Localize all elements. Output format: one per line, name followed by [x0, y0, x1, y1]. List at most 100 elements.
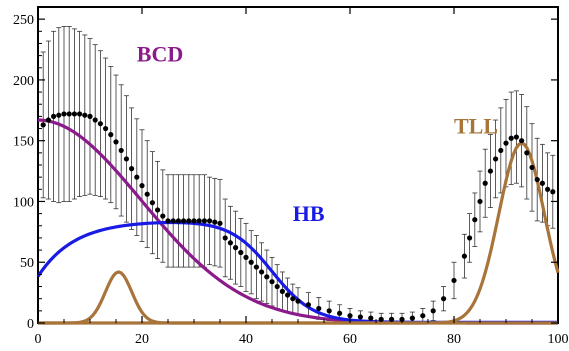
axis-ticks: 0 20 40 60 80 100 0 50 100 150 200 250 — [13, 6, 569, 347]
data-point — [347, 313, 353, 319]
data-point — [264, 274, 270, 280]
data-point — [66, 111, 72, 117]
series-labels: BCD HB TLL — [137, 42, 498, 226]
data-point — [45, 117, 52, 123]
data-point — [118, 147, 124, 154]
data-point — [534, 176, 540, 183]
data-point — [477, 198, 483, 205]
y-tick-label: 250 — [13, 13, 34, 28]
data-point — [508, 135, 514, 141]
data-point — [472, 217, 478, 223]
data-point — [56, 112, 62, 118]
data-point — [368, 315, 374, 321]
data-point — [175, 218, 181, 224]
data-points — [40, 111, 556, 322]
data-point — [160, 213, 166, 219]
data-point — [243, 254, 249, 260]
data-point — [498, 147, 504, 154]
data-point — [487, 168, 493, 174]
data-point — [40, 122, 46, 128]
data-point — [467, 235, 473, 241]
data-point — [238, 249, 244, 256]
data-point — [170, 218, 176, 224]
data-point — [212, 219, 218, 225]
x-tick-label: 60 — [343, 332, 357, 347]
data-point — [269, 279, 275, 285]
data-point — [326, 308, 332, 314]
data-point — [430, 308, 436, 314]
data-point — [420, 313, 426, 319]
data-point — [337, 310, 343, 316]
data-point — [409, 315, 415, 321]
y-tick-label: 50 — [20, 256, 34, 271]
data-point — [149, 200, 155, 206]
data-point — [82, 112, 88, 118]
data-point — [191, 218, 197, 224]
data-point — [274, 283, 280, 290]
y-tick-label: 0 — [27, 317, 34, 332]
data-point — [217, 220, 223, 226]
data-point — [165, 218, 171, 224]
data-point — [71, 111, 77, 117]
series-label-tll: TLL — [454, 113, 498, 138]
data-point — [222, 235, 228, 241]
data-point — [92, 117, 98, 123]
data-point — [259, 269, 265, 275]
y-tick-label: 150 — [13, 135, 34, 150]
data-point — [186, 218, 192, 224]
data-point — [503, 140, 509, 146]
series-label-hb: HB — [293, 201, 325, 226]
data-point — [461, 253, 467, 259]
data-point — [207, 218, 213, 224]
data-point — [233, 245, 239, 251]
data-point — [519, 138, 525, 144]
data-point — [155, 207, 161, 213]
x-tick-label: 20 — [135, 332, 149, 347]
data-point — [248, 259, 254, 265]
x-tick-label: 0 — [35, 332, 42, 347]
data-point — [550, 189, 556, 195]
data-point — [103, 125, 109, 132]
data-point — [113, 139, 119, 145]
x-tick-label: 100 — [548, 332, 569, 347]
data-point — [290, 296, 296, 302]
data-point — [285, 292, 291, 298]
data-point — [227, 240, 233, 246]
data-point — [108, 132, 114, 138]
data-point — [441, 296, 447, 302]
data-point — [316, 305, 322, 312]
data-point — [139, 183, 145, 189]
data-point — [279, 288, 285, 294]
data-point — [144, 191, 150, 197]
x-tick-label: 80 — [447, 332, 461, 347]
data-point — [357, 314, 363, 320]
y-tick-label: 200 — [13, 74, 34, 89]
data-point — [513, 134, 520, 140]
data-point — [181, 218, 187, 224]
x-tick-label: 40 — [239, 332, 253, 347]
y-tick-label: 100 — [13, 195, 34, 210]
data-point — [77, 111, 83, 117]
data-point — [378, 316, 384, 322]
series-label-bcd: BCD — [137, 42, 183, 67]
data-point — [129, 166, 135, 172]
data-point — [545, 186, 551, 192]
data-point — [295, 298, 301, 304]
data-point — [493, 156, 499, 162]
data-point — [123, 156, 129, 162]
data-point — [451, 277, 457, 284]
data-point — [87, 113, 93, 119]
data-point — [201, 218, 207, 224]
data-point — [253, 264, 259, 270]
data-point — [61, 111, 67, 117]
data-point — [524, 150, 530, 156]
data-point — [539, 180, 546, 186]
data-point — [51, 113, 57, 119]
data-point — [196, 218, 202, 224]
data-point — [389, 316, 395, 322]
data-point — [305, 302, 311, 308]
data-point — [134, 174, 140, 180]
data-point — [97, 121, 103, 127]
data-point — [482, 180, 488, 186]
